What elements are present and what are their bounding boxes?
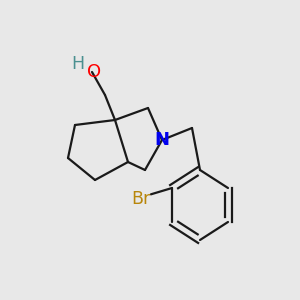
Text: N: N — [154, 131, 169, 149]
Text: Br: Br — [132, 190, 151, 208]
Text: H: H — [71, 55, 85, 73]
Text: O: O — [87, 63, 101, 81]
